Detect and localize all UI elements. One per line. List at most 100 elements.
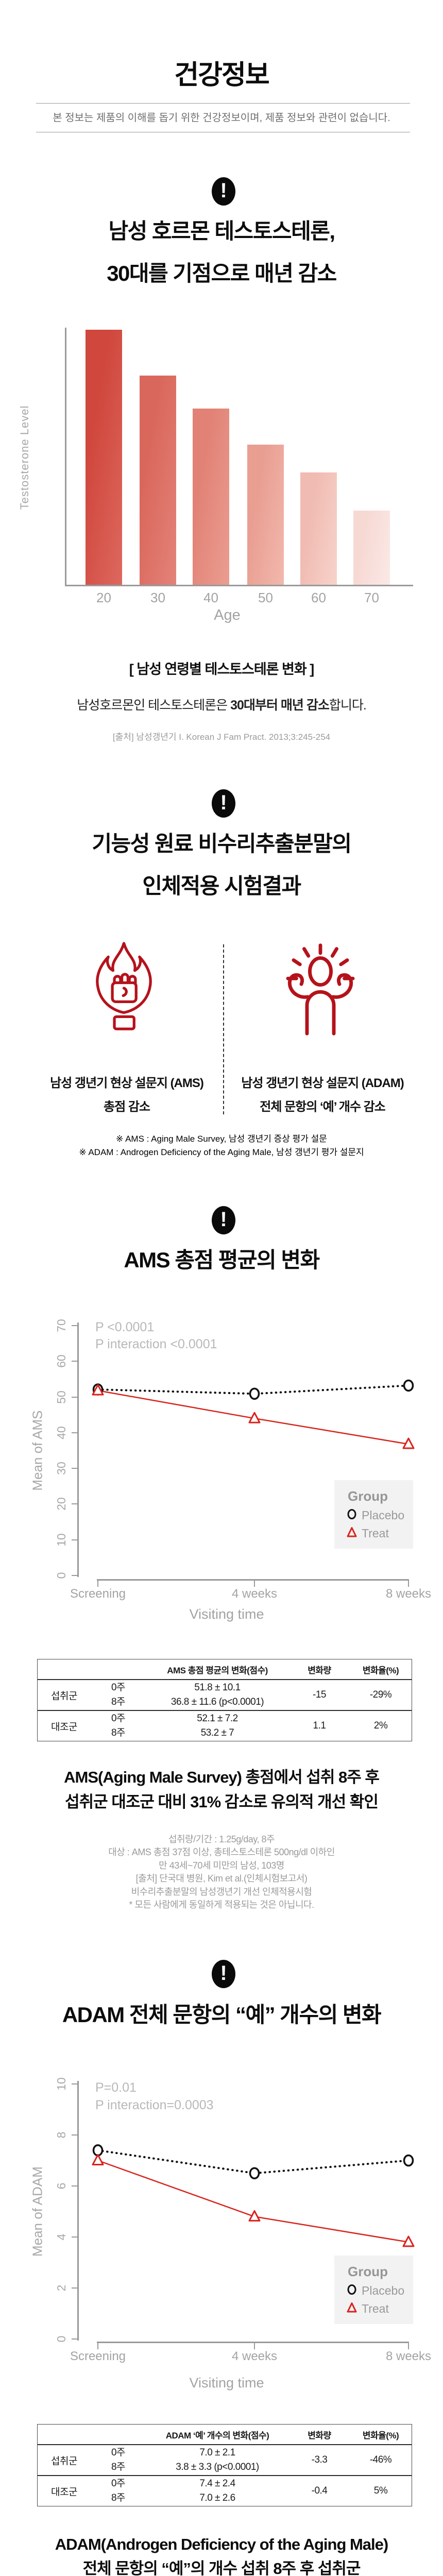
p-value-annotation: P interaction=0.0003: [95, 2098, 214, 2112]
y-tick: [72, 2338, 77, 2340]
header-cell: [91, 2425, 146, 2444]
change-pct-cell: -29%: [369, 1689, 392, 1700]
triangle-marker-icon: [347, 1527, 357, 1540]
body-text: 합니다.: [329, 698, 367, 713]
x-tick: [408, 1580, 409, 1587]
ams-result-table: AMS 총점 평균의 변화(점수) 변화량 변화율(%) 섭취군 0주 8주 51.8 ± …: [37, 1659, 412, 1741]
table-row: 섭취군 0주 8주 7.0 ± 2.1 3.8 ± 3.3 (p<0.0001) -3.3…: [38, 2445, 412, 2476]
dashed-divider: [223, 944, 224, 1114]
x-tick-label: 70: [364, 590, 379, 605]
legend-label: Placebo: [362, 2284, 405, 2297]
y-tick: [72, 1361, 77, 1362]
week-label: 8주: [111, 2462, 126, 2472]
x-tick: [254, 2343, 255, 2349]
value-text: 53.2 ± 7: [200, 1727, 234, 1738]
x-tick-label: 4 weeks: [231, 2349, 278, 2363]
summary-line: ADAM(Androgen Deficiency of the Aging Ma…: [55, 2535, 388, 2553]
age-bar: [140, 376, 176, 585]
section1-heading: 남성 호르몬 테스토스테론, 30대를 기점으로 매년 감소: [0, 210, 443, 295]
adam-icon-label: 남성 갱년기 현상 설문지 (ADAM) 전체 문항의 ‘예’ 개수 감소: [209, 1072, 436, 1119]
exclamation-icon: [212, 1206, 235, 1234]
y-tick-label: 60: [55, 1354, 68, 1368]
legend-item: Treat: [347, 2302, 413, 2316]
y-tick-label: 20: [55, 1497, 68, 1511]
value-text: 7.4 ± 2.4: [199, 2478, 235, 2489]
legend-title: Group: [348, 1488, 388, 1504]
y-tick: [72, 2185, 77, 2187]
divider-line: [36, 103, 410, 104]
x-axis-line: [97, 2342, 409, 2343]
values-cell: 52.1 ± 7.2 53.2 ± 7: [146, 1711, 289, 1741]
energized-person-icon: [286, 943, 355, 1036]
y-tick-label: 8: [55, 2131, 68, 2139]
x-tick-label: 40: [203, 590, 218, 605]
week-label: 8주: [111, 2493, 126, 2503]
change-pct-cell: 5%: [373, 2485, 388, 2496]
value-text: 51.8 ± 10.1: [194, 1682, 241, 1693]
x-tick: [408, 2343, 409, 2349]
circle-marker-icon: [347, 1509, 357, 1522]
y-tick-label: 0: [55, 2335, 68, 2343]
page-title: 건강정보: [174, 60, 269, 90]
x-tick: [254, 1580, 255, 1587]
footnote-line: 섭취량/기간 : 1.25g/day, 8주: [168, 1834, 275, 1844]
footnote-line: 비수리추출분말의 남성갱년기 개선 인체적용시험: [131, 1886, 312, 1897]
y-axis-line: [65, 328, 66, 586]
x-axis-line: [65, 585, 413, 586]
header-cell: 변화율(%): [362, 1665, 399, 1675]
x-tick-label: Screening: [70, 2349, 126, 2363]
x-axis-label: Visiting time: [189, 2375, 264, 2391]
group-cell: 섭취군: [51, 2455, 77, 2467]
group-cell: 대조군: [51, 1721, 77, 1733]
header-cell: ADAM ‘예’ 개수의 변화(점수): [165, 2430, 269, 2441]
footnote-line: 만 43세~70세 미만의 남성, 103명: [159, 1860, 284, 1871]
y-tick-label: 10: [55, 2077, 68, 2091]
label-line: 남성 갱년기 현상 설문지 (AMS): [50, 1076, 204, 1090]
exclamation-icon: [212, 789, 235, 818]
x-axis-label: Age: [214, 607, 241, 623]
citation: [출처] 남성갱년기 I. Korean J Fam Pract. 2013;3…: [112, 732, 331, 742]
weeks-cell: 0주 8주: [91, 2445, 146, 2475]
footnote-line: * 모든 사람에게 동일하게 적용되는 것은 아닙니다.: [129, 1900, 314, 1910]
week-label: 0주: [111, 1713, 126, 1724]
value-text: 7.0 ± 2.1: [199, 2447, 235, 2458]
footnote-line: ※ ADAM : Androgen Deficiency of the Agin…: [79, 1147, 364, 1157]
label-line: 전체 문항의 ‘예’ 개수 감소: [260, 1100, 385, 1114]
table-row: 대조군 0주 8주 52.1 ± 7.2 53.2 ± 7 1.1 2%: [38, 1711, 412, 1741]
group-cell: 대조군: [51, 2486, 77, 2498]
p-value-annotation: P interaction <0.0001: [95, 1337, 217, 1351]
y-axis-line: [77, 1322, 79, 1577]
legend-label: Placebo: [362, 1509, 405, 1522]
legend-item: Treat: [347, 1527, 413, 1540]
x-tick-label: 50: [258, 590, 273, 605]
header-cell: [91, 1659, 146, 1679]
y-tick: [72, 1325, 77, 1326]
x-tick-label: 8 weeks: [385, 1587, 432, 1601]
change-cell: -0.4: [311, 2485, 328, 2496]
y-tick-label: 30: [55, 1462, 68, 1475]
values-cell: 7.0 ± 2.1 3.8 ± 3.3 (p<0.0001): [146, 2445, 289, 2475]
y-tick-label: 6: [55, 2182, 68, 2190]
change-pct-cell: 2%: [373, 1720, 388, 1731]
circle-marker-icon: [347, 2284, 357, 2297]
weeks-cell: 0주 8주: [91, 2476, 146, 2506]
header-cell: [38, 2425, 91, 2444]
chart-legend: Group Placebo Treat: [334, 1480, 413, 1549]
ams-line-chart: Mean of AMS Visiting time Group Placebo T…: [0, 1319, 443, 1638]
y-axis-label: Mean of AMS: [29, 1410, 45, 1491]
ams-summary: AMS(Aging Male Survey) 총점에서 섭취 8주 후 섭취군 대…: [0, 1765, 443, 1815]
section3-heading: AMS 총점 평균의 변화: [124, 1248, 320, 1272]
footnote-line: 대상 : AMS 총점 37점 이상, 총테스토스테론 500ng/dl 이하인: [108, 1847, 335, 1858]
header-cell: [38, 1659, 91, 1679]
header-cell: 변화율(%): [362, 2430, 399, 2441]
y-tick: [72, 1575, 77, 1576]
heading-line: 기능성 원료 비수리추출분말의: [92, 832, 352, 856]
abbreviation-footnotes: ※ AMS : Aging Male Survey, 남성 갱년기 증상 평가 …: [0, 1132, 443, 1159]
y-tick: [72, 1396, 77, 1398]
y-tick: [72, 1539, 77, 1540]
adam-line-chart: Mean of ADAM Visiting time Group Placebo…: [0, 2076, 443, 2409]
chart-series: [92, 1379, 415, 1449]
week-label: 8주: [111, 1727, 126, 1738]
